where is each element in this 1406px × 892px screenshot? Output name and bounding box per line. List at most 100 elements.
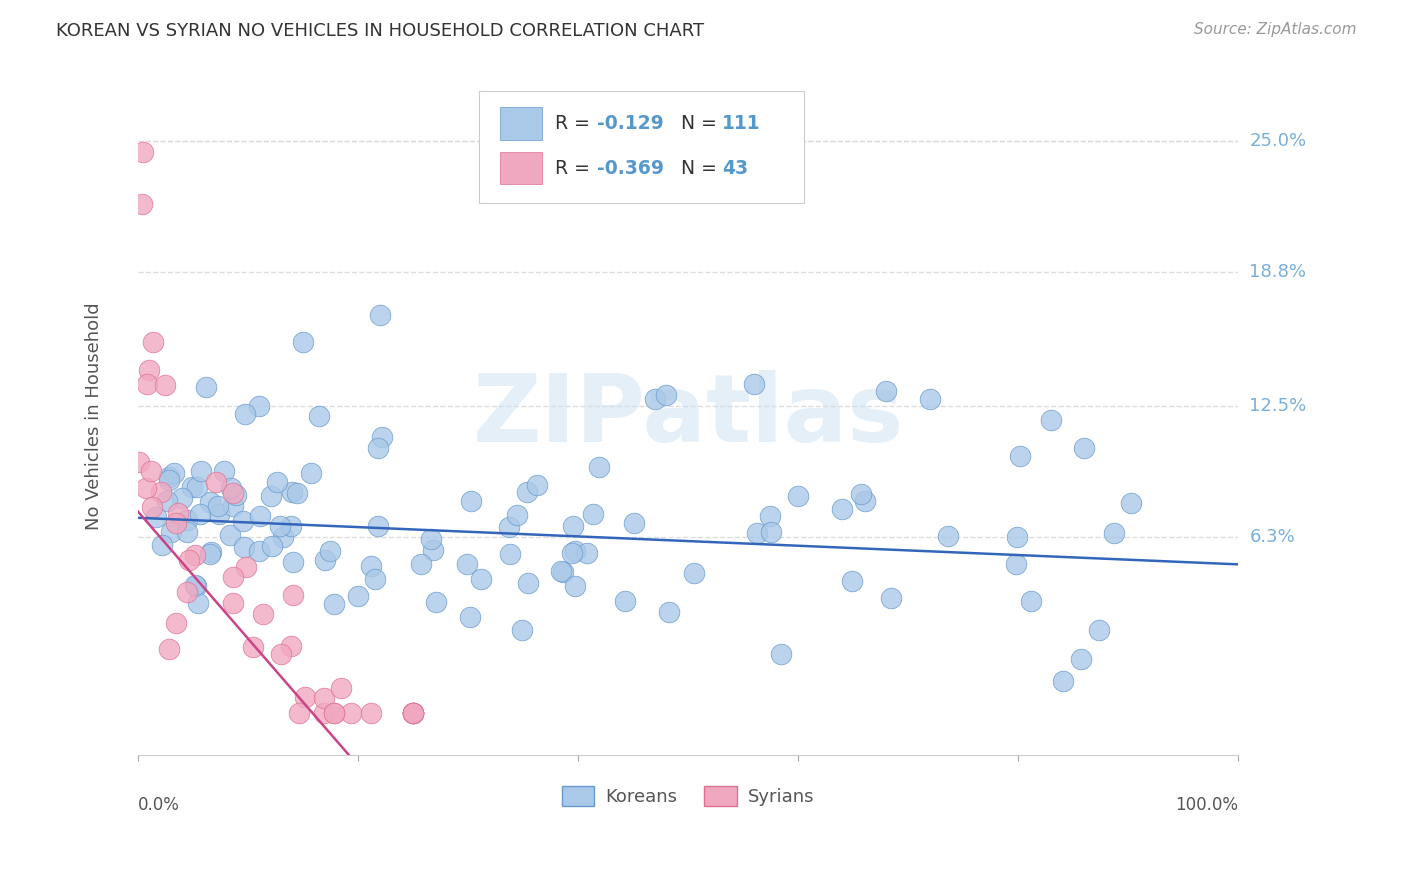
Point	[207, 507, 229, 521]
Point	[184, 577, 207, 591]
Point	[150, 484, 173, 499]
Point	[159, 642, 181, 657]
Point	[553, 565, 575, 579]
Point	[270, 647, 292, 661]
Point	[1008, 449, 1031, 463]
Point	[308, 409, 330, 423]
Point	[329, 681, 352, 695]
Point	[288, 706, 311, 720]
Point	[165, 615, 187, 630]
Point	[1121, 496, 1143, 510]
Text: ZIPatlas: ZIPatlas	[472, 370, 904, 462]
Point	[260, 489, 283, 503]
Point	[564, 579, 586, 593]
FancyBboxPatch shape	[501, 152, 541, 185]
Point	[322, 706, 344, 720]
Point	[1070, 652, 1092, 666]
Point	[280, 519, 302, 533]
Point	[1102, 526, 1125, 541]
Point	[252, 607, 274, 621]
Point	[285, 485, 308, 500]
Point	[561, 546, 583, 560]
Text: 43: 43	[723, 159, 748, 178]
Point	[128, 455, 150, 469]
Legend: Koreans, Syrians: Koreans, Syrians	[555, 779, 821, 814]
Point	[176, 525, 198, 540]
Point	[205, 475, 228, 490]
Point	[141, 500, 163, 514]
Text: 111: 111	[723, 114, 761, 133]
Point	[644, 392, 666, 407]
Point	[402, 706, 425, 720]
Point	[658, 606, 681, 620]
Point	[281, 484, 304, 499]
Point	[588, 460, 610, 475]
Point	[233, 407, 256, 421]
Point	[460, 494, 482, 508]
Point	[142, 334, 165, 349]
Point	[498, 548, 520, 562]
Text: R =: R =	[555, 159, 596, 178]
Point	[139, 464, 162, 478]
Text: 25.0%: 25.0%	[1250, 132, 1306, 150]
Point	[506, 508, 529, 522]
Point	[786, 489, 808, 503]
Point	[831, 502, 853, 516]
Point	[1052, 673, 1074, 688]
Point	[157, 470, 180, 484]
Point	[242, 640, 264, 654]
Text: N =: N =	[662, 159, 723, 178]
Point	[291, 334, 314, 349]
Point	[1005, 530, 1028, 544]
Point	[936, 529, 959, 543]
Point	[425, 595, 447, 609]
Point	[367, 441, 389, 455]
Point	[176, 513, 198, 527]
Point	[561, 519, 583, 533]
Point	[402, 706, 425, 720]
Text: 0.0%: 0.0%	[138, 796, 180, 814]
Point	[190, 507, 212, 521]
Point	[160, 525, 183, 540]
Point	[219, 528, 242, 542]
Text: 12.5%: 12.5%	[1250, 397, 1306, 415]
Point	[312, 706, 335, 720]
Point	[323, 597, 346, 611]
Point	[576, 546, 599, 560]
Point	[212, 464, 235, 478]
Point	[135, 481, 157, 495]
Point	[759, 508, 782, 523]
Text: 100.0%: 100.0%	[1175, 796, 1239, 814]
Point	[582, 507, 605, 521]
Point	[769, 648, 792, 662]
Point	[367, 519, 389, 533]
Point	[269, 518, 291, 533]
Point	[323, 706, 346, 720]
Point	[157, 474, 180, 488]
Point	[194, 380, 217, 394]
Point	[613, 593, 636, 607]
Point	[456, 557, 478, 571]
Point	[132, 145, 155, 159]
Point	[247, 399, 270, 413]
Point	[683, 566, 706, 580]
Point	[170, 491, 193, 505]
Point	[299, 467, 322, 481]
Point	[360, 558, 382, 573]
Point	[402, 706, 425, 720]
Point	[184, 579, 207, 593]
Point	[623, 516, 645, 531]
Point	[855, 493, 877, 508]
Point	[312, 690, 335, 705]
Point	[319, 544, 342, 558]
Point	[186, 479, 208, 493]
Point	[198, 494, 221, 508]
Point	[222, 596, 245, 610]
Text: N =: N =	[662, 114, 723, 133]
Point	[880, 591, 903, 605]
Point	[145, 509, 167, 524]
Point	[515, 485, 537, 500]
Point	[187, 596, 209, 610]
Text: KOREAN VS SYRIAN NO VEHICLES IN HOUSEHOLD CORRELATION CHART: KOREAN VS SYRIAN NO VEHICLES IN HOUSEHOL…	[56, 22, 704, 40]
Point	[232, 540, 254, 554]
